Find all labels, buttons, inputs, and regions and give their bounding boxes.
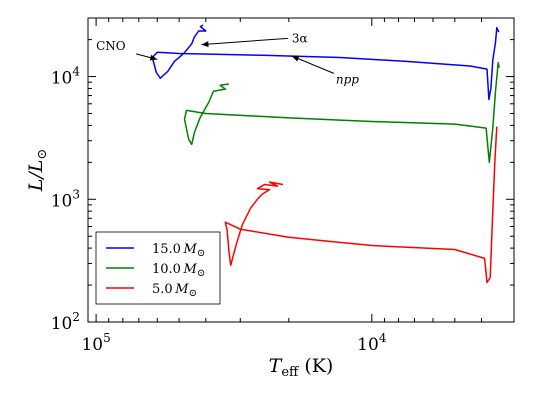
legend-label: 15.0 M⊙ [152,242,205,259]
series-line-2 [224,126,498,284]
x-axis-title-main: T [269,355,283,377]
annotation-arrow [291,55,335,74]
annotation-arrow [201,37,288,46]
annotation-label: CNO [96,39,126,53]
series-layer [151,24,500,284]
annotation-arrowhead [291,55,300,62]
plot-area: CNO 3α npp 105 104 102 103 104 15.0 M⊙ 10.0 M⊙… [51,17,515,355]
legend-label: 5.0 M⊙ [152,282,197,299]
x-axis-ticks: 105 104 [81,18,483,355]
y-axis-title: L/L⊙ [25,149,50,193]
y-axis-title-main: L/L [25,160,47,193]
x-tick-label: 104 [357,331,387,355]
legend: 15.0 M⊙ 10.0 M⊙ 5.0 M⊙ [95,231,221,305]
y-axis-title-sub: ⊙ [35,149,50,160]
legend-label: 10.0 M⊙ [152,262,205,279]
annotation-arrowhead [201,41,209,48]
plot-frame [87,17,515,323]
x-tick-label: 105 [81,331,110,355]
y-tick-label: 104 [51,65,81,89]
y-tick-label: 103 [51,187,80,211]
annotation-layer: CNO 3α npp [96,31,359,86]
y-axis-ticks: 102 103 104 [51,17,514,334]
series-line-0 [151,24,500,101]
x-axis-title-sub: eff [281,365,300,380]
x-axis-title-unit: (K) [298,355,333,377]
x-axis-title: Teff (K) [269,355,334,380]
y-tick-label: 102 [51,310,80,334]
annotation-label: npp [336,72,359,86]
annotation-arrowhead [149,54,158,61]
annotation-label: 3α [292,31,308,45]
series-line-1 [183,61,500,164]
